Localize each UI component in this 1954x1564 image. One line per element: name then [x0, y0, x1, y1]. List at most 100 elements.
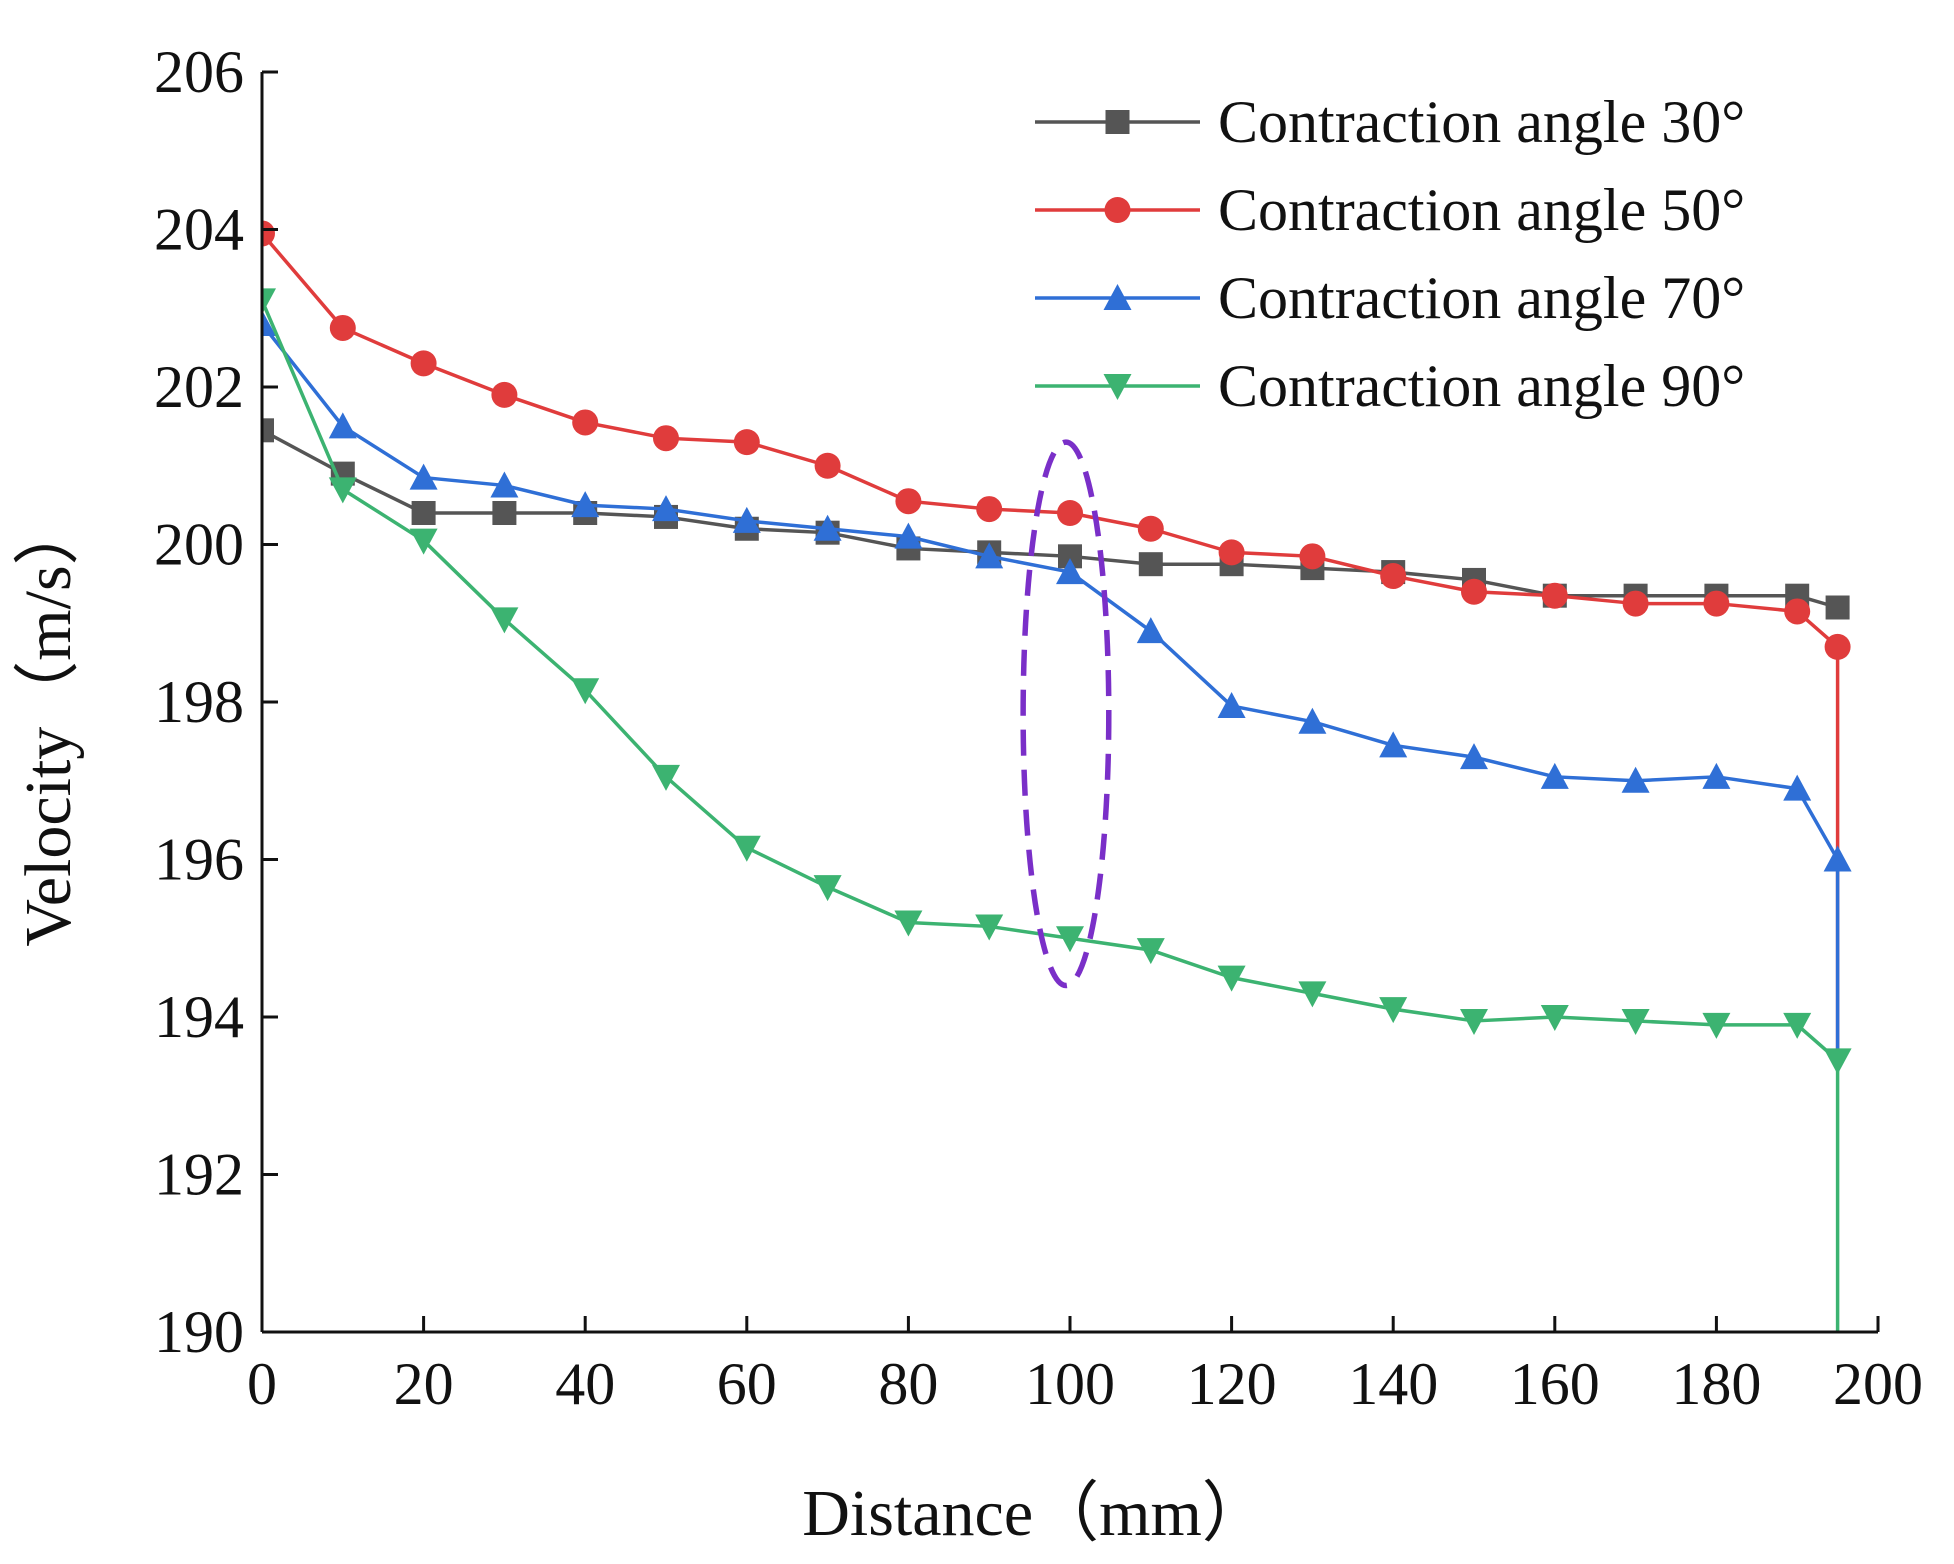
data-point: [409, 528, 438, 555]
data-point: [1136, 617, 1165, 644]
data-point: [328, 412, 357, 439]
series-line-3: [262, 322, 1840, 1057]
plot-area: [262, 220, 1852, 1332]
y-tick-label: 206: [154, 39, 244, 105]
series-1: [262, 418, 1850, 620]
y-tick-label: 190: [154, 1299, 244, 1365]
data-point: [262, 418, 274, 443]
data-point: [1540, 1005, 1569, 1031]
x-tick-label: 100: [1025, 1351, 1115, 1417]
y-axis-title: Velocity（m/s）: [12, 499, 85, 946]
data-point: [1380, 563, 1407, 589]
x-tick-label: 20: [394, 1351, 454, 1417]
data-point: [571, 491, 600, 518]
annotation-layer: [1020, 439, 1112, 989]
data-point: [976, 496, 1003, 523]
data-point: [1299, 543, 1326, 570]
legend-label: Contraction angle 50°: [1218, 177, 1745, 243]
x-tick-label: 160: [1510, 1351, 1600, 1417]
data-point: [1783, 1012, 1812, 1039]
data-point: [1218, 539, 1245, 566]
x-tick-label: 80: [878, 1351, 938, 1417]
data-point: [1702, 762, 1731, 789]
y-tick-label: 202: [154, 354, 244, 420]
data-point: [1298, 981, 1327, 1008]
legend-marker: [1105, 110, 1130, 134]
data-point: [813, 875, 842, 902]
data-point: [572, 409, 599, 436]
series-2: [262, 220, 1851, 1057]
data-point: [1460, 1008, 1488, 1035]
legend-marker: [1103, 284, 1132, 310]
data-point: [490, 607, 519, 634]
data-point: [490, 471, 519, 498]
data-point: [410, 350, 437, 377]
data-point: [1823, 845, 1852, 872]
highlight-ellipse: [1020, 439, 1112, 989]
data-point: [492, 501, 517, 525]
legend-marker: [1103, 374, 1132, 400]
data-point: [1783, 774, 1812, 801]
legend-entry-3: Contraction angle 70°: [1035, 265, 1745, 331]
y-tick-label: 196: [154, 827, 244, 893]
data-point: [491, 381, 518, 408]
series-4: [262, 288, 1852, 1332]
data-point: [1379, 997, 1408, 1024]
data-point: [732, 835, 761, 862]
data-point: [262, 220, 275, 247]
data-point: [894, 910, 923, 937]
data-point: [1137, 515, 1164, 542]
data-point: [409, 463, 438, 490]
data-point: [571, 678, 600, 705]
data-point: [1057, 500, 1083, 526]
data-point: [653, 425, 679, 452]
data-point: [411, 501, 436, 525]
data-point: [1460, 743, 1488, 770]
data-point: [1138, 552, 1163, 577]
x-tick-label: 120: [1187, 1351, 1277, 1417]
data-point: [1541, 582, 1568, 609]
data-point: [1622, 590, 1649, 617]
data-point: [1056, 926, 1084, 953]
data-point: [1298, 707, 1327, 734]
data-point: [733, 429, 760, 456]
data-point: [652, 764, 680, 791]
data-point: [975, 914, 1004, 941]
x-tick-label: 60: [717, 1351, 777, 1417]
legend-label: Contraction angle 90°: [1218, 353, 1745, 419]
y-tick-label: 200: [154, 512, 244, 578]
data-point: [1702, 1012, 1731, 1039]
data-point: [1379, 731, 1408, 758]
data-point: [1824, 633, 1851, 660]
data-point: [329, 314, 356, 341]
data-point: [894, 522, 923, 549]
y-tick-label: 194: [154, 984, 244, 1050]
x-tick-label: 40: [555, 1351, 615, 1417]
data-point: [1621, 1008, 1650, 1035]
data-point: [1823, 1048, 1852, 1075]
data-point: [1703, 590, 1730, 617]
data-point: [1056, 558, 1084, 585]
x-tick-label: 200: [1833, 1351, 1923, 1417]
axes: 0 20 40 60 80 100 120 140 160 180 200 190 192 194 196 1…: [154, 39, 1923, 1417]
legend-label: Contraction angle 70°: [1218, 265, 1745, 331]
series-line-2: [262, 232, 1840, 1057]
x-tick-label: 180: [1671, 1351, 1761, 1417]
x-tick-label: 140: [1348, 1351, 1438, 1417]
data-point: [652, 495, 680, 522]
y-tick-label: 198: [154, 669, 244, 735]
data-point: [1825, 595, 1850, 620]
data-point: [1784, 598, 1811, 625]
legend-marker: [1104, 197, 1131, 223]
data-point: [1621, 766, 1650, 793]
data-point: [1540, 762, 1569, 789]
data-point: [262, 288, 276, 315]
data-point: [262, 310, 276, 336]
legend-entry-1: Contraction angle 30°: [1035, 89, 1745, 155]
data-point: [1217, 965, 1246, 992]
data-point: [1217, 691, 1246, 718]
legend-entry-4: Contraction angle 90°: [1035, 353, 1745, 419]
legend: Contraction angle 30° Contraction angle 5…: [1035, 89, 1745, 419]
data-point: [813, 514, 842, 541]
